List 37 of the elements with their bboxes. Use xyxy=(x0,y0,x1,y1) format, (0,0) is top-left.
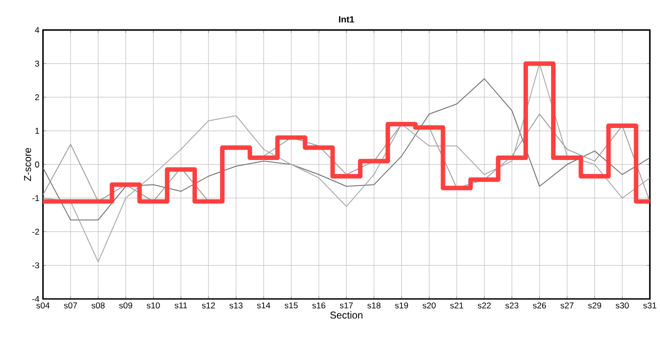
y-tick-label: -2 xyxy=(32,228,40,235)
x-tick-label: s27 xyxy=(560,302,574,308)
x-tick-label: s12 xyxy=(202,302,215,308)
x-tick-label: s21 xyxy=(450,302,464,308)
x-tick-label: s22 xyxy=(478,302,491,308)
y-tick-label: 0 xyxy=(35,162,40,168)
x-tick-label: s18 xyxy=(367,302,380,308)
y-tick-label: -3 xyxy=(32,262,40,268)
x-tick-label: s31 xyxy=(643,302,656,308)
x-tick-label: s29 xyxy=(588,302,602,308)
x-tick-label: s14 xyxy=(257,302,270,308)
y-tick-label: -1 xyxy=(32,195,40,202)
x-tick-label: s08 xyxy=(92,302,105,308)
y-axis-title: Z-score xyxy=(24,148,32,182)
y-tick-label: -4 xyxy=(32,296,40,302)
x-tick-label: s10 xyxy=(146,302,160,308)
x-tick-label: s07 xyxy=(64,302,77,308)
x-tick-label: s19 xyxy=(395,302,408,308)
y-tick-label: 3 xyxy=(35,60,40,67)
line-series xyxy=(42,63,650,262)
y-tick-label: 1 xyxy=(35,128,40,134)
x-tick-label: s30 xyxy=(616,302,629,308)
x-tick-label: s26 xyxy=(532,302,546,308)
chart-title: Int1 xyxy=(339,16,354,23)
x-tick-label: s15 xyxy=(284,302,298,308)
x-tick-label: s11 xyxy=(174,302,188,308)
x-tick-label: s16 xyxy=(312,302,326,308)
x-tick-label: s20 xyxy=(422,302,436,308)
x-tick-label: s17 xyxy=(340,302,353,308)
line-series xyxy=(42,78,650,220)
x-axis-title: Section xyxy=(330,311,362,319)
y-tick-label: 4 xyxy=(34,27,40,33)
x-tick-label: s23 xyxy=(505,302,518,308)
x-tick-label: s04 xyxy=(36,302,50,308)
y-tick-label: 2 xyxy=(35,94,40,100)
x-tick-label: s13 xyxy=(230,302,243,308)
x-tick-label: s09 xyxy=(119,302,132,308)
